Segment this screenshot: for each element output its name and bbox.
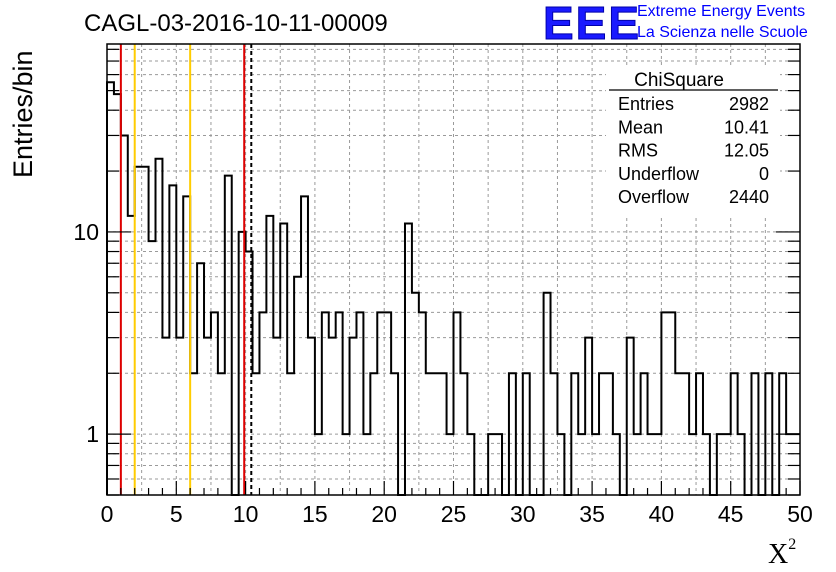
stats-label: Mean [618, 117, 663, 137]
x-tick-label: 0 [101, 501, 114, 527]
x-axis-label-sup: 2 [788, 536, 797, 553]
x-tick-label: 25 [441, 501, 467, 527]
marker-lines [119, 44, 253, 495]
histogram [106, 81, 800, 496]
x-tick-label: 30 [510, 501, 536, 527]
x-tick-label: 35 [579, 501, 605, 527]
x-tick-label: 5 [170, 501, 183, 527]
logo-line2: La Scienza nelle Scuole [637, 24, 808, 41]
y-tick-label: 1 [86, 421, 99, 447]
stats-label: Overflow [618, 187, 690, 207]
stats-value: 0 [759, 164, 769, 184]
stats-label: Underflow [618, 164, 700, 184]
axis-ticks: 0 5 10 15 20 25 30 35 40 45 50 1 10 [73, 48, 813, 527]
x-axis-label-base: X [768, 539, 789, 570]
x-tick-label: 40 [649, 501, 675, 527]
x-tick-label: 50 [787, 501, 813, 527]
histogram-outline [106, 81, 800, 496]
y-axis-label: Entries/bin [8, 50, 38, 178]
x-tick-label: 20 [371, 501, 397, 527]
stats-title: ChiSquare [634, 70, 724, 91]
plot-title: CAGL-03-2016-10-11-00009 [84, 10, 388, 37]
x-tick-label: 10 [233, 501, 259, 527]
stats-value: 2440 [729, 187, 769, 207]
stats-box: ChiSquare Entries 2982 Mean 10.41 RMS 12.05 Und… [606, 66, 780, 216]
x-axis-label: X2 [768, 536, 796, 571]
y-tick-label: 10 [73, 219, 99, 245]
stats-label: RMS [618, 141, 658, 161]
logo-letters: EEE [542, 0, 642, 49]
stats-box-bg [606, 66, 780, 216]
stats-label: Entries [618, 94, 674, 114]
stats-value: 2982 [729, 94, 769, 114]
stats-value: 10.41 [724, 117, 769, 137]
x-tick-label: 15 [302, 501, 328, 527]
eee-logo: EEE [542, 0, 642, 49]
logo-line1: Extreme Energy Events [637, 3, 806, 20]
x-tick-label: 45 [718, 501, 744, 527]
stats-value: 12.05 [724, 141, 769, 161]
